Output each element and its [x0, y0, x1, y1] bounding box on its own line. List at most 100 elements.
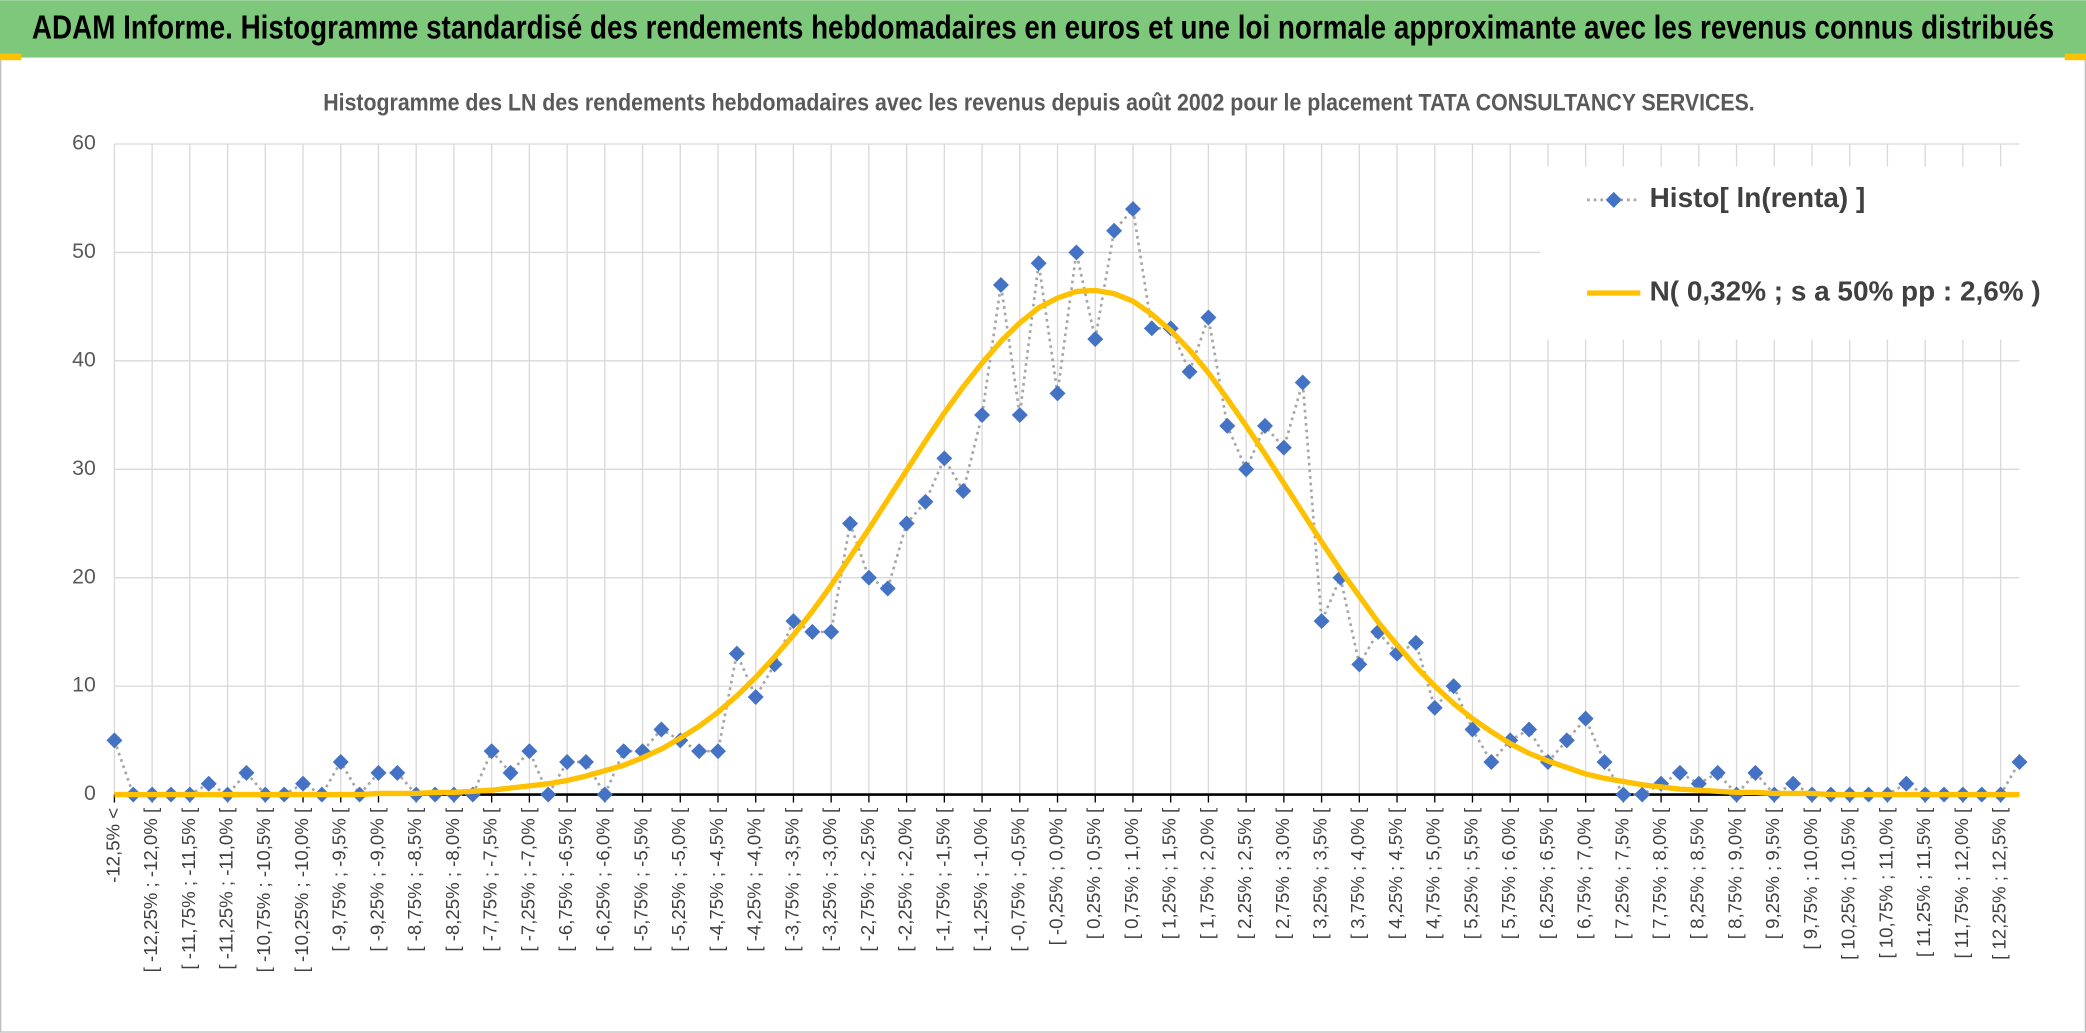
x-tick-label: [ -1,75% ; -1,5% [: [932, 807, 953, 952]
x-tick-label: [ 12,25% ; 12,5% [: [1989, 807, 2010, 960]
histogram-marker: [823, 623, 840, 640]
histogram-marker: [860, 569, 877, 586]
histogram-marker: [1030, 255, 1047, 272]
x-tick-label: [ 7,75% ; 8,0% [: [1649, 807, 1670, 939]
header-band: [0, 0, 2086, 58]
x-tick-label: [ 6,75% ; 7,0% [: [1574, 807, 1595, 939]
x-tick-label: [ -8,75% ; -8,5% [: [404, 807, 425, 952]
histogram-marker: [898, 515, 915, 532]
histogram-marker: [1219, 417, 1236, 434]
histogram-marker: [804, 623, 821, 640]
histogram-marker: [1257, 417, 1273, 434]
x-tick-label: [ 1,75% ; 2,0% [: [1196, 807, 1217, 939]
histogram-marker: [1313, 613, 1330, 630]
y-tick-label: 20: [72, 564, 96, 588]
histogram-marker: [332, 754, 349, 770]
histogram-marker: [785, 613, 802, 630]
x-tick-label: [ 5,75% ; 6,0% [: [1498, 807, 1519, 939]
histogram-marker: [2011, 754, 2028, 770]
histogram-marker: [1671, 764, 1688, 781]
histogram-marker: [1785, 775, 1802, 792]
legend-marker: [1605, 191, 1622, 208]
normal-curve: [114, 287, 2020, 798]
x-tick-label: [ 10,25% ; 10,5% [: [1838, 807, 1859, 960]
histogram-marker: [521, 743, 538, 760]
histogram-marker: [955, 482, 972, 499]
histogram-marker: [728, 645, 745, 662]
x-tick-label: [ -6,75% ; -6,5% [: [555, 807, 576, 952]
histogram-marker: [1521, 721, 1538, 738]
histogram-marker: [1577, 710, 1594, 727]
histogram-marker: [1464, 721, 1481, 738]
x-tick-label: [ 9,75% ; 10,0% [: [1800, 807, 1821, 950]
histogram-marker: [540, 786, 557, 803]
y-tick-label: 40: [72, 347, 96, 371]
x-tick-label: [ 0,75% ; 1,0% [: [1121, 807, 1142, 939]
histogram-marker: [842, 515, 859, 532]
y-tick-label: 50: [72, 239, 96, 263]
x-tick-label: [ -12,25% ; -12,0% [: [140, 807, 161, 972]
y-tick-label: 30: [72, 456, 96, 480]
histogram-marker: [1483, 754, 1500, 770]
chart-title: Histogramme des LN des rendements hebdom…: [323, 89, 1754, 116]
x-tick-label: [ -6,25% ; -6,0% [: [593, 807, 614, 952]
histogram-marker: [974, 407, 991, 424]
x-tick-label: [ 4,25% ; 4,5% [: [1385, 807, 1406, 939]
x-tick-label: [ 10,75% ; 11,0% [: [1875, 807, 1896, 959]
histogram-marker: [747, 688, 764, 705]
x-tick-label: [ -8,25% ; -8,0% [: [442, 807, 463, 952]
histogram-marker: [1558, 732, 1575, 749]
histogram-marker: [1898, 775, 1915, 792]
histogram-marker: [483, 743, 500, 760]
histogram-marker: [1294, 374, 1311, 391]
x-tick-label: [ -7,25% ; -7,0% [: [517, 807, 538, 952]
x-tick-label: [ -11,75% ; -11,5% [: [178, 807, 199, 970]
x-tick-label: [ 1,25% ; 1,5% [: [1159, 807, 1180, 939]
x-tick-label: [ -7,75% ; -7,5% [: [480, 807, 501, 952]
x-tick-label: [ -0,75% ; -0,5% [: [1008, 807, 1029, 952]
histogram-marker: [1011, 407, 1028, 424]
x-tick-label: [ -10,25% ; -10,0% [: [291, 807, 312, 972]
legend-box: [1540, 166, 2020, 340]
histogram-marker: [710, 743, 726, 760]
histogram-marker: [1709, 764, 1726, 781]
histogram-marker: [1351, 656, 1368, 673]
x-tick-label: [ 9,25% ; 9,5% [: [1762, 807, 1783, 939]
histogram-marker: [615, 743, 632, 760]
x-tick-label: [ 0,25% ; 0,5% [: [1083, 807, 1104, 939]
histogram-marker: [992, 276, 1009, 293]
histogram-marker: [1445, 678, 1462, 695]
x-tick-label: [ -11,25% ; -11,0% [: [216, 807, 237, 970]
x-tick-label: [ -2,25% ; -2,0% [: [895, 807, 916, 952]
x-tick-label: [ 5,25% ; 5,5% [: [1460, 807, 1481, 939]
x-tick-label: [ -4,75% ; -4,5% [: [706, 807, 727, 952]
x-tick-label: [ 3,75% ; 4,0% [: [1347, 807, 1368, 939]
histogram-marker: [653, 721, 670, 738]
header-title: ADAM Informe. Histogramme standardisé de…: [32, 9, 2054, 46]
histogram-marker: [1106, 222, 1123, 239]
legend-label: Histo[ ln(renta) ]: [1650, 182, 1866, 213]
x-tick-label: [ -1,25% ; -1,0% [: [970, 807, 991, 952]
histogram-marker: [295, 775, 312, 792]
x-tick-label: [ -9,25% ; -9,0% [: [366, 807, 387, 952]
histogram-marker: [1634, 786, 1651, 803]
histogram-marker: [389, 764, 406, 781]
x-tick-label: [ -5,25% ; -5,0% [: [668, 807, 689, 952]
x-tick-label: -12,5% <: [102, 808, 123, 883]
x-tick-label: [ 2,25% ; 2,5% [: [1234, 807, 1255, 939]
histogram-marker: [106, 732, 123, 749]
x-tick-label: [ -3,25% ; -3,0% [: [819, 807, 840, 952]
histogram-marker: [559, 754, 576, 770]
x-tick-label: [ 3,25% ; 3,5% [: [1310, 807, 1331, 939]
y-tick-label: 60: [72, 131, 96, 155]
histogram-marker: [577, 754, 594, 770]
legend-label: N( 0,32% ; s a 50% pp : 2,6% ): [1650, 275, 2041, 306]
corner: [0, 53, 22, 61]
histogram-marker: [1615, 786, 1632, 803]
x-tick-label: [ 2,75% ; 3,0% [: [1272, 807, 1293, 939]
histogram-marker: [1596, 754, 1613, 770]
x-tick-label: [ 6,25% ; 6,5% [: [1536, 807, 1557, 939]
histogram-marker: [238, 764, 255, 781]
histogram-marker: [1238, 461, 1255, 478]
